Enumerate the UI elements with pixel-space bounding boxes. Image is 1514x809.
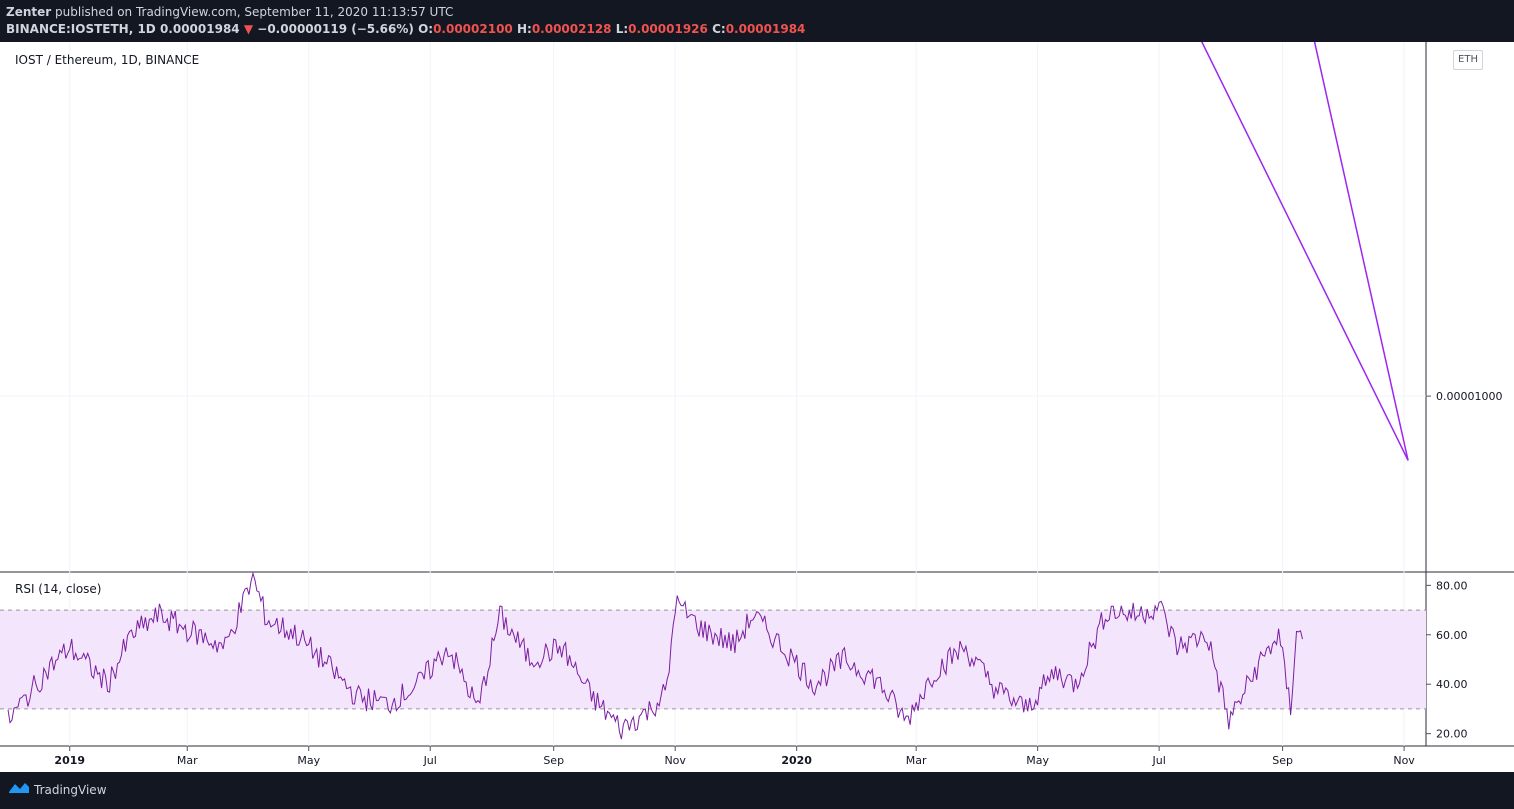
x-tick-label: Jul: [1151, 754, 1165, 767]
rsi-line: [7, 571, 1303, 740]
publish-info: Zenter published on TradingView.com, Sep…: [6, 5, 453, 19]
chart-svg[interactable]: 2019 Mar May Jul Sep Nov 2020 Mar May Jul Sep Nov 0.…: [0, 42, 1514, 772]
x-tick-label: Mar: [177, 754, 198, 767]
symbol-label: BINANCE:IOSTETH, 1D: [6, 22, 156, 36]
high-label: H:: [516, 22, 532, 36]
last-price: 0.00001984: [159, 22, 240, 36]
y-tick-label: 0.00001000: [1436, 390, 1502, 403]
x-tick-label: Nov: [664, 754, 686, 767]
rsi-tick-label: 20.00: [1436, 728, 1468, 741]
pane-title: IOST / Ethereum, 1D, BINANCE: [15, 53, 200, 67]
open-label: O:: [418, 22, 434, 36]
chart-header: Zenter published on TradingView.com, Sep…: [0, 0, 1514, 42]
down-arrow-icon: ▼: [243, 22, 254, 36]
footer: TradingView: [0, 772, 1514, 809]
ohlc-bar: BINANCE:IOSTETH, 1D 0.00001984 ▼ −0.0000…: [6, 22, 805, 36]
chart-canvas[interactable]: 2019 Mar May Jul Sep Nov 2020 Mar May Jul Sep Nov 0.…: [0, 42, 1514, 772]
x-tick-label: Jul: [423, 754, 437, 767]
x-tick-label: May: [1026, 754, 1049, 767]
author-name[interactable]: Zenter: [6, 5, 52, 19]
close-value: 0.00001984: [725, 22, 806, 36]
tradingview-logo-icon[interactable]: [8, 780, 30, 796]
x-tick-label: 2020: [781, 754, 812, 767]
trendline: [1201, 42, 1409, 461]
rsi-title: RSI (14, close): [15, 582, 102, 596]
x-tick-label: Nov: [1393, 754, 1415, 767]
rsi-band: [0, 610, 1426, 709]
x-tick-label: May: [297, 754, 320, 767]
low-label: L:: [615, 22, 629, 36]
open-value: 0.00002100: [433, 22, 513, 36]
x-tick-label: 2019: [54, 754, 85, 767]
change-value: −0.00000119 (−5.66%): [257, 22, 414, 36]
x-tick-label: Sep: [1272, 754, 1293, 767]
trendline: [1313, 42, 1409, 461]
high-value: 0.00002128: [531, 22, 612, 36]
tradingview-brand[interactable]: TradingView: [34, 783, 107, 797]
published-text: published on TradingView.com, September …: [55, 5, 454, 19]
close-label: C:: [712, 22, 726, 36]
x-tick-label: Mar: [906, 754, 927, 767]
rsi-tick-label: 60.00: [1436, 629, 1468, 642]
rsi-tick-label: 40.00: [1436, 678, 1468, 691]
currency-badge[interactable]: ETH: [1453, 50, 1483, 70]
rsi-tick-label: 80.00: [1436, 579, 1468, 592]
low-value: 0.00001926: [628, 22, 708, 36]
x-tick-label: Sep: [543, 754, 564, 767]
